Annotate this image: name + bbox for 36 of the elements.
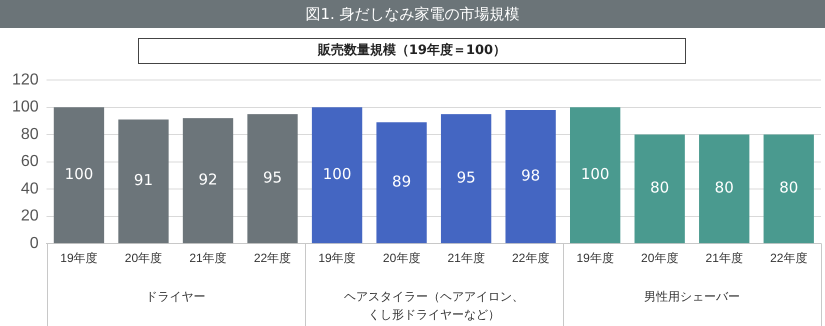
data-label: 98 [521, 166, 540, 184]
x-tick-label: 21年度 [706, 251, 743, 266]
data-label: 80 [650, 178, 670, 197]
x-tick-label: 20年度 [124, 251, 162, 266]
data-label: 80 [714, 178, 734, 197]
data-label: 100 [322, 165, 352, 184]
chart-subtitle: 販売数量規模（19年度＝100） [138, 38, 686, 64]
x-tick-label: 21年度 [189, 251, 227, 266]
text: ヘアスタイラー（ヘアアイロン、くし形ドライヤーなど） [344, 290, 524, 322]
data-label: 91 [134, 171, 154, 190]
x-tick-label: 21年度 [447, 251, 485, 266]
data-label: 95 [456, 168, 476, 186]
x-tick-label: 20年度 [641, 251, 678, 266]
y-tick-label: 20 [20, 208, 39, 225]
data-label: 100 [580, 165, 610, 184]
data-label: 80 [779, 178, 798, 197]
text: ドライヤー [146, 290, 206, 304]
y-tick-label: 100 [12, 98, 39, 116]
data-label: 100 [64, 165, 94, 184]
text: 男性用シェーバー [644, 290, 740, 304]
data-label: 92 [198, 170, 218, 189]
data-label: 95 [262, 168, 282, 186]
data-label: 89 [392, 172, 412, 191]
y-tick-label: 0 [30, 235, 39, 252]
x-tick-label: 19年度 [576, 251, 614, 266]
y-tick-label: 120 [12, 71, 39, 88]
y-tick-label: 40 [20, 180, 39, 198]
y-tick-label: 60 [20, 153, 39, 170]
x-tick-label: 19年度 [60, 251, 98, 266]
x-tick-label: 22年度 [254, 251, 292, 266]
y-tick-label: 80 [20, 126, 39, 143]
chart-title: 図1. 身だしなみ家電の市場規模 [0, 0, 825, 28]
x-tick-label: 22年度 [512, 251, 550, 266]
x-tick-label: 22年度 [770, 251, 808, 266]
x-tick-label: 20年度 [382, 251, 420, 266]
x-tick-label: 19年度 [318, 251, 356, 266]
